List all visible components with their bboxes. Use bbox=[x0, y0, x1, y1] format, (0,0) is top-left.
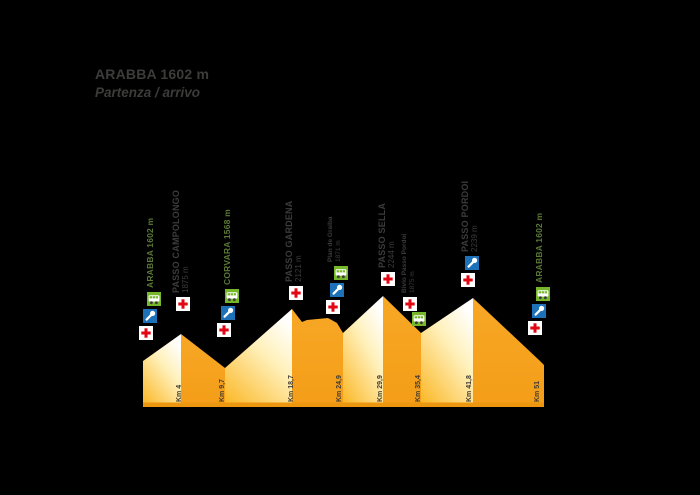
km-marker: Km 41,8 bbox=[466, 375, 473, 402]
km-marker: Km 35,4 bbox=[415, 375, 422, 402]
baseline-band bbox=[143, 402, 544, 407]
km-marker: Km 29,9 bbox=[377, 375, 384, 402]
km-marker: Km 24,9 bbox=[336, 375, 343, 402]
descent-to-bivio bbox=[383, 296, 421, 407]
label-plan-de-gralba: Plan de Gralba 1871 m bbox=[327, 216, 342, 262]
bus-icon bbox=[225, 289, 239, 303]
climb-gardena bbox=[225, 309, 292, 407]
km-marker: Km 18,7 bbox=[288, 375, 295, 402]
medical-cross-icon bbox=[461, 273, 475, 287]
medical-cross-icon bbox=[139, 326, 153, 340]
page-title: ARABBA 1602 m bbox=[95, 66, 210, 82]
page-subtitle: Partenza / arrivo bbox=[95, 85, 201, 100]
medical-cross-icon bbox=[528, 321, 542, 335]
climb-campolongo bbox=[143, 334, 181, 407]
label-arabba-start: ARABBA 1602 m bbox=[145, 217, 155, 288]
bus-icon bbox=[412, 312, 426, 326]
label-passo-pordoi: PASSO PORDOI 2239 m bbox=[460, 180, 480, 252]
km-marker: Km 9,7 bbox=[219, 379, 226, 402]
wrench-icon bbox=[465, 256, 479, 270]
label-bivio-pordoi: Bivio Passo Pordoi 1875 m bbox=[401, 233, 416, 293]
wrench-icon bbox=[143, 309, 157, 323]
medical-cross-icon bbox=[326, 300, 340, 314]
label-passo-campolongo: PASSO CAMPOLONGO 1875 m bbox=[171, 189, 191, 293]
climb-pordoi bbox=[421, 298, 473, 407]
wrench-icon bbox=[330, 283, 344, 297]
climb-sella bbox=[343, 296, 383, 407]
label-corvara: CORVARA 1568 m bbox=[222, 209, 232, 285]
bus-icon bbox=[334, 266, 348, 280]
label-passo-sella: PASSO SELLA 2244 m bbox=[377, 202, 397, 268]
medical-cross-icon bbox=[217, 323, 231, 337]
label-passo-gardena: PASSO GARDENA 2121 m bbox=[284, 200, 304, 282]
bus-icon bbox=[147, 292, 161, 306]
descent-to-arabba bbox=[473, 298, 544, 407]
bus-icon bbox=[536, 287, 550, 301]
medical-cross-icon bbox=[176, 297, 190, 311]
km-marker: Km 51 bbox=[534, 380, 541, 402]
medical-cross-icon bbox=[381, 272, 395, 286]
wrench-icon bbox=[532, 304, 546, 318]
label-arabba-end: ARABBA 1602 m bbox=[534, 212, 544, 283]
descent-to-plan-de-gralba bbox=[292, 309, 343, 407]
medical-cross-icon bbox=[403, 297, 417, 311]
descent-to-corvara bbox=[181, 334, 225, 407]
km-marker: Km 4 bbox=[176, 384, 183, 402]
medical-cross-icon bbox=[289, 286, 303, 300]
wrench-icon bbox=[221, 306, 235, 320]
